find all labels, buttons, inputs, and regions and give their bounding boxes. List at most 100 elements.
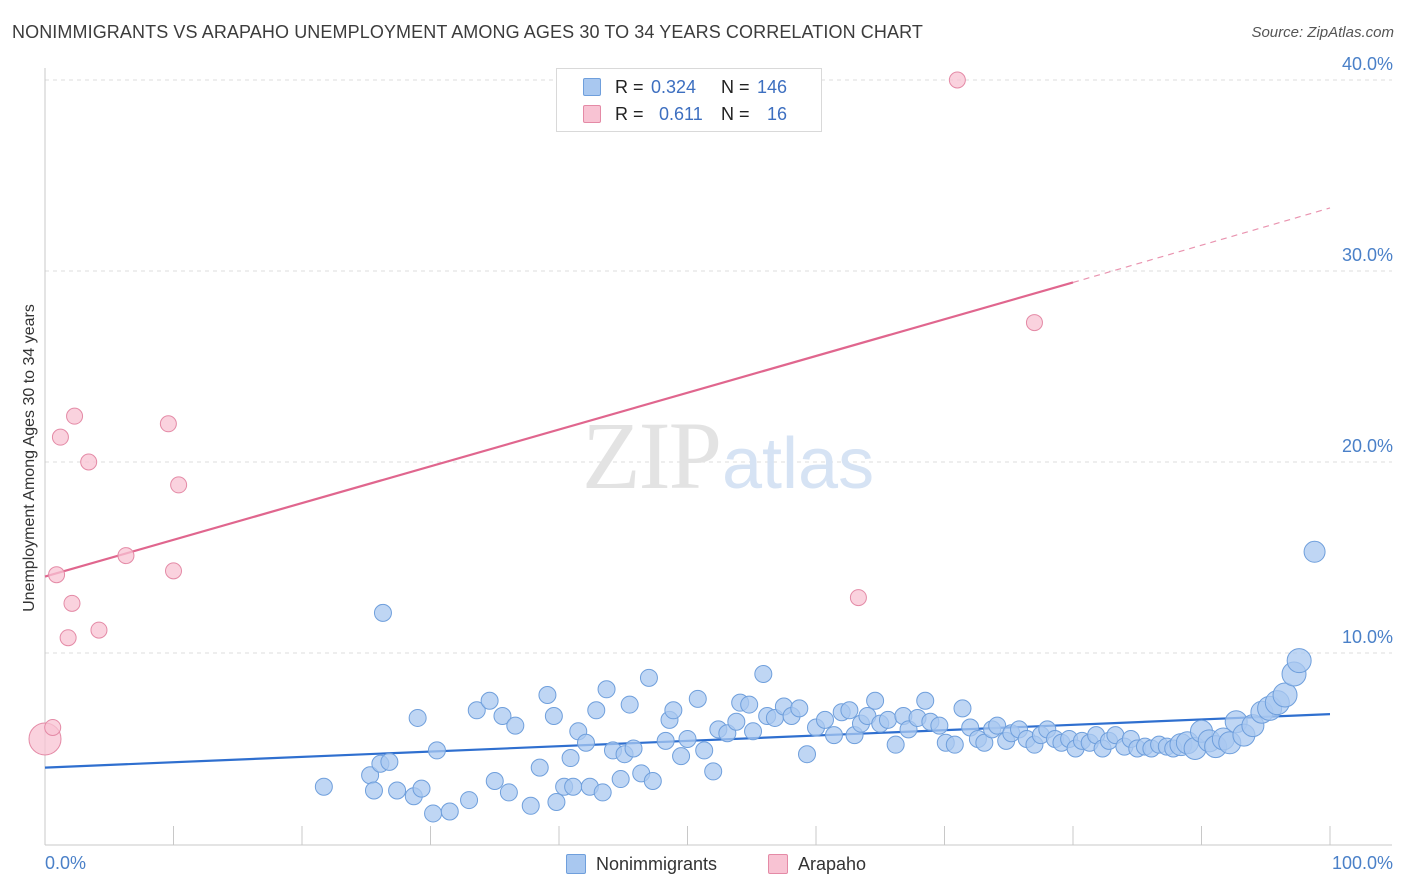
point-nonimmigrants [1272,682,1298,708]
chart-title: NONIMMIGRANTS VS ARAPAHO UNEMPLOYMENT AM… [12,22,923,42]
point-nonimmigrants [427,741,446,760]
point-nonimmigrants [480,691,499,710]
bottom-legend-nonimmigrants: Nonimmigrants [566,852,717,876]
watermark-zip: ZIP [582,402,720,509]
point-arapaho [170,476,188,494]
point-nonimmigrants [530,758,549,777]
point-nonimmigrants [988,716,1007,735]
x-tick-label: 0.0% [45,853,86,873]
point-arapaho [90,621,108,639]
point-nonimmigrants [1286,648,1312,674]
point-nonimmigrants [790,699,809,718]
point-arapaho [165,562,182,580]
point-nonimmigrants [544,707,563,726]
point-nonimmigrants [408,708,427,727]
legend-swatch-arapaho [583,105,601,123]
point-arapaho [849,589,867,607]
point-nonimmigrants [798,745,817,764]
point-nonimmigrants [467,701,486,720]
point-nonimmigrants [824,726,843,745]
point-nonimmigrants [364,781,383,800]
point-nonimmigrants [493,707,512,726]
point-arapaho [51,428,69,446]
point-nonimmigrants [704,762,723,781]
point-nonimmigrants [688,689,707,708]
legend-n-label: N = [721,103,750,124]
point-nonimmigrants [930,716,949,735]
point-nonimmigrants [373,603,392,622]
point-nonimmigrants [754,665,773,684]
point-nonimmigrants [485,771,504,790]
axes [44,68,1392,846]
point-nonimmigrants [886,735,905,754]
point-nonimmigrants [953,699,972,718]
bottom-legend-swatch-nonimmigrants [566,854,586,874]
point-nonimmigrants [388,781,407,800]
point-arapaho [80,453,98,471]
point-nonimmigrants [597,680,616,699]
point-nonimmigrants [424,804,443,823]
point-nonimmigrants [639,668,658,687]
point-nonimmigrants [576,733,595,752]
legend-r-label: R = [615,103,644,124]
point-arapaho [48,566,66,584]
point-arapaho [948,71,966,89]
point-nonimmigrants [744,722,763,741]
point-nonimmigrants [587,701,606,720]
point-nonimmigrants [564,777,583,796]
point-nonimmigrants [440,802,459,821]
point-nonimmigrants [866,691,885,710]
point-nonimmigrants [740,695,759,714]
point-nonimmigrants [678,729,697,748]
y-tick-label: 40.0% [1342,54,1393,74]
point-nonimmigrants [506,716,525,735]
source-label: Source: ZipAtlas.com [1251,24,1394,41]
bottom-legend-arapaho: Arapaho [768,852,866,876]
point-nonimmigrants [521,796,540,815]
point-nonimmigrants [840,701,859,720]
point-nonimmigrants [460,791,479,810]
point-nonimmigrants [695,741,714,760]
point-nonimmigrants [561,749,580,768]
point-nonimmigrants [380,752,399,771]
legend-r-label: R = [615,76,644,97]
point-arapaho [159,415,177,433]
legend-n-value: 16 [767,103,788,124]
gridlines [45,79,1392,654]
bottom-legend-swatch-arapaho [768,854,788,874]
legend-r-value: 0.324 [651,76,697,97]
point-arapaho [63,594,81,612]
point-nonimmigrants [643,771,662,790]
point-arapaho [1025,314,1043,332]
point-nonimmigrants [664,701,683,720]
legend-r-value: 0.611 [659,103,703,124]
point-nonimmigrants [878,710,897,729]
point-arapaho [44,718,62,736]
point-arapaho [59,629,77,647]
y-tick-label: 20.0% [1342,436,1393,456]
y-tick-label: 30.0% [1342,245,1393,265]
point-nonimmigrants [815,710,834,729]
legend-row-arapaho: R = 0.611 N = 16 [583,102,801,126]
point-arapaho [66,407,84,425]
legend-row-nonimmigrants: R = 0.324 N = 146 [583,75,801,99]
bottom-legend-label-arapaho: Arapaho [798,853,867,874]
point-nonimmigrants [1303,540,1326,563]
trend-line-arapaho [44,281,1074,578]
point-nonimmigrants [538,686,557,705]
watermark-atlas: atlas [722,424,874,504]
legend-n-label: N = [721,76,750,97]
point-nonimmigrants [611,770,630,789]
legend: R = 0.324 N = 146 R = 0.611 N = 16 [556,68,822,132]
bottom-legend-label-nonimmigrants: Nonimmigrants [596,853,718,874]
point-nonimmigrants [620,695,639,714]
legend-swatch-nonimmigrants [583,78,601,96]
point-nonimmigrants [499,783,518,802]
trend-line-arapaho-extension [1072,207,1331,284]
point-nonimmigrants [314,777,333,796]
point-nonimmigrants [547,792,566,811]
point-nonimmigrants [624,739,643,758]
tick-labels: 10.0% 20.0% 30.0% 40.0% 0.0% 100.0% [45,54,1393,873]
point-nonimmigrants [593,783,612,802]
